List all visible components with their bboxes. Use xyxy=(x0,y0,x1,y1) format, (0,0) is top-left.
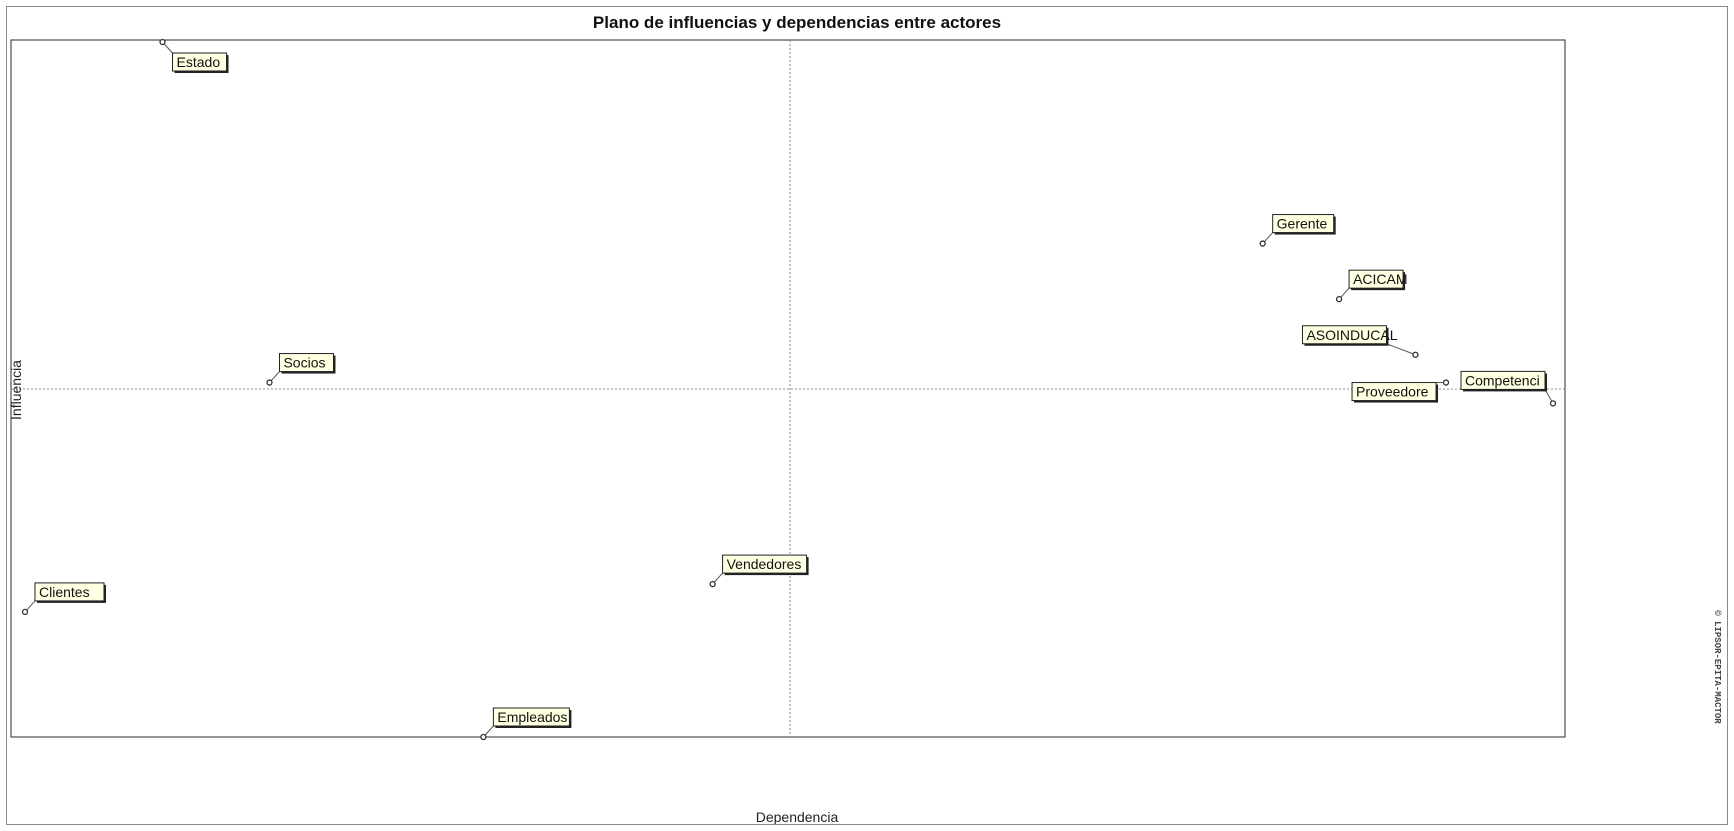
data-point-clientes: Clientes xyxy=(21,582,106,616)
point-marker xyxy=(266,379,273,386)
watermark-text: © LIPSOR-EPITA-MACTOR xyxy=(1712,610,1722,724)
point-marker xyxy=(709,580,716,588)
data-points-layer: Estado Gerente ACICAM ASOINDUCAL Socios Prove… xyxy=(21,38,1557,741)
chart-frame: Plano de influencias y dependencias entr… xyxy=(6,6,1728,825)
label-box xyxy=(1272,214,1335,234)
data-point-competenci: Competenci xyxy=(1460,370,1557,407)
point-marker xyxy=(1335,295,1343,303)
label-box xyxy=(278,353,334,373)
data-point-gerente: Gerente xyxy=(1259,214,1336,247)
data-point-asoinducal: ASOINDUCAL xyxy=(1301,325,1419,358)
data-point-proveedore: Proveedore xyxy=(1351,379,1450,403)
label-box xyxy=(1351,382,1437,402)
point-label: Clientes xyxy=(39,584,90,600)
point-marker xyxy=(21,608,29,616)
label-box xyxy=(492,707,570,727)
label-box xyxy=(722,554,808,574)
data-point-vendedores: Vendedores xyxy=(709,554,809,588)
point-label: Vendedores xyxy=(727,556,802,572)
label-box xyxy=(172,52,228,72)
label-box xyxy=(1348,269,1404,289)
point-label: Proveedore xyxy=(1356,384,1429,400)
point-marker xyxy=(1549,400,1557,407)
y-axis-label: Influencia xyxy=(8,360,24,420)
point-label: Empleados xyxy=(497,709,567,725)
data-point-empleados: Empleados xyxy=(480,707,572,741)
point-marker xyxy=(480,733,487,741)
data-point-socios: Socios xyxy=(266,353,336,386)
chart-canvas: Plano de influencias y dependencias entr… xyxy=(8,13,1722,824)
point-label: Socios xyxy=(283,355,325,371)
label-box xyxy=(1301,325,1387,345)
point-marker xyxy=(1259,240,1266,247)
label-box xyxy=(1460,370,1546,390)
x-axis-label: Dependencia xyxy=(756,809,839,824)
chart-title: Plano de influencias y dependencias entr… xyxy=(593,13,1001,32)
point-marker xyxy=(1412,351,1419,358)
label-leader-line xyxy=(1386,343,1416,356)
point-marker xyxy=(159,38,166,46)
label-box xyxy=(34,582,105,602)
data-point-estado: Estado xyxy=(159,38,229,73)
point-label: ASOINDUCAL xyxy=(1306,327,1397,343)
point-label: Competenci xyxy=(1465,372,1540,388)
point-marker xyxy=(1442,379,1450,386)
point-label: ACICAM xyxy=(1353,271,1407,287)
data-point-acicam: ACICAM xyxy=(1335,269,1408,303)
point-label: Gerente xyxy=(1277,216,1328,232)
point-label: Estado xyxy=(177,54,221,70)
